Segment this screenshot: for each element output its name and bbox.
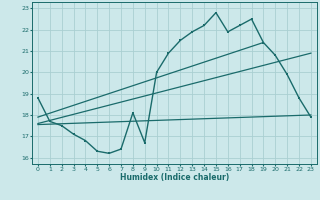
X-axis label: Humidex (Indice chaleur): Humidex (Indice chaleur) — [120, 173, 229, 182]
